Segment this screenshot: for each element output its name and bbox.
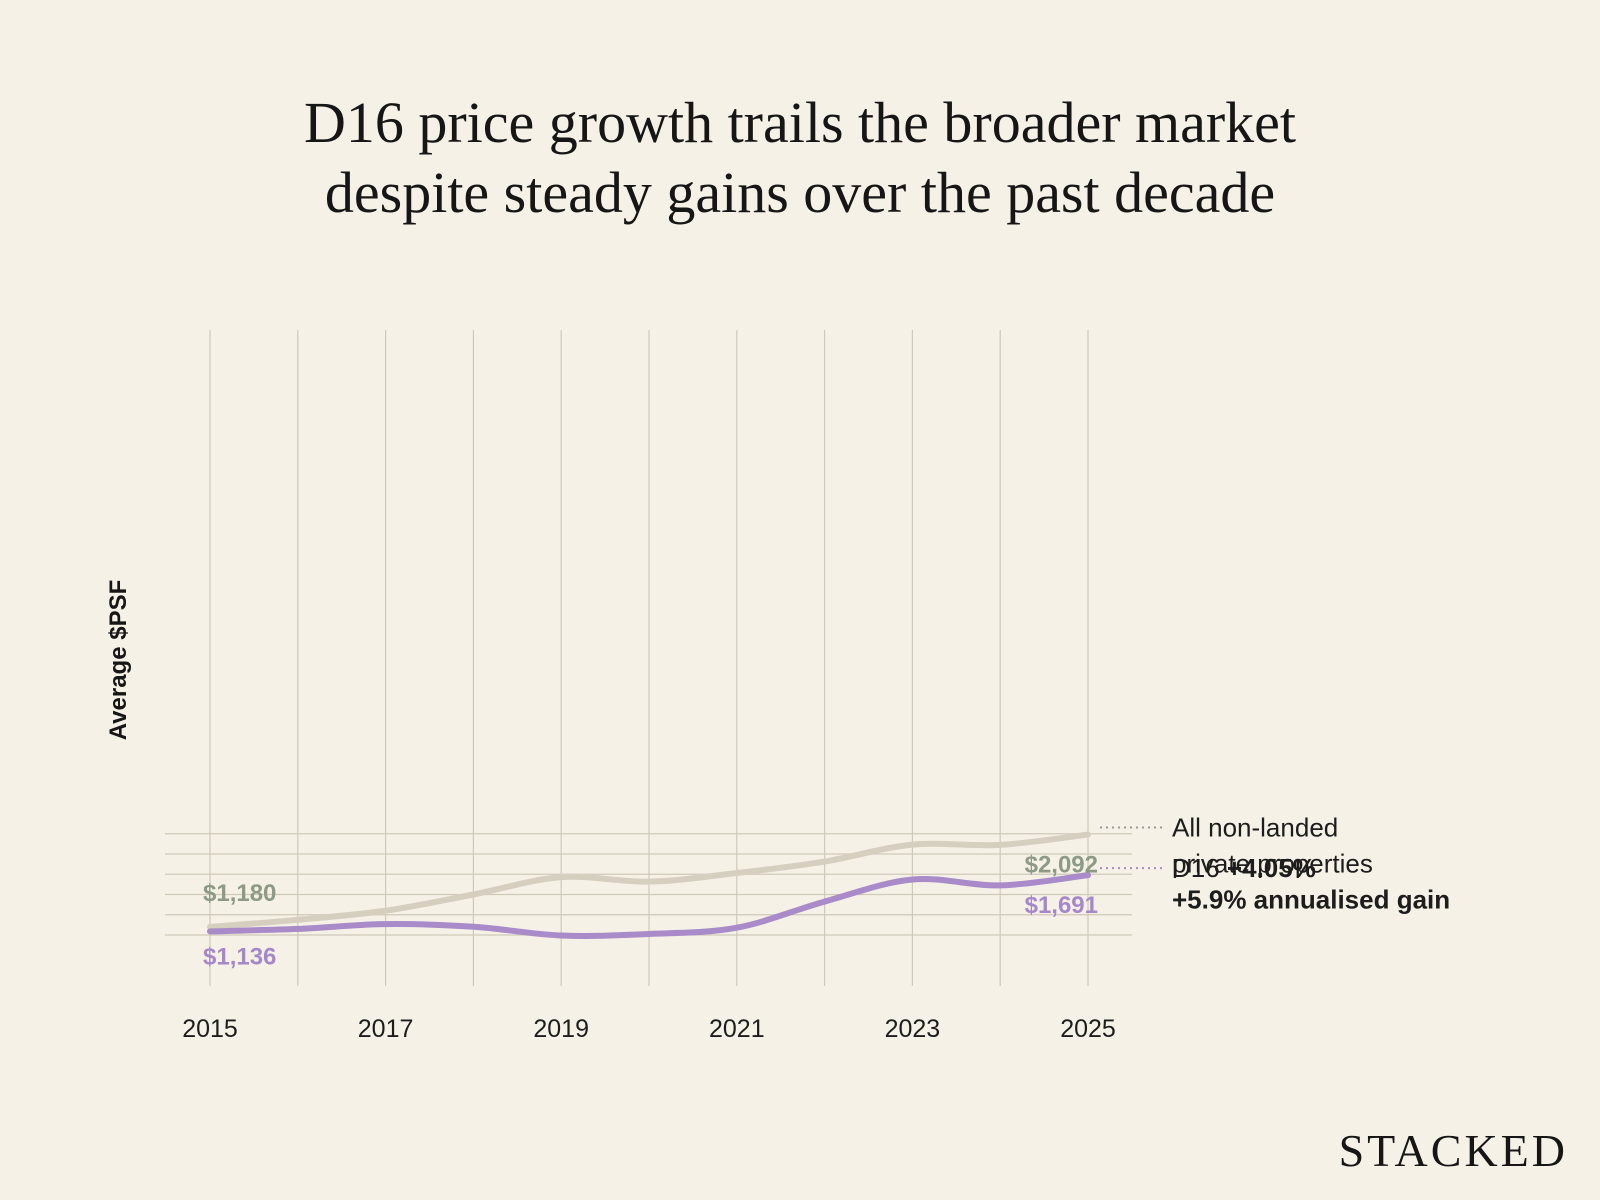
x-tick-label: 2021 [709,1015,765,1043]
series-lines [207,831,1091,939]
data-label-end-market: $2,092 [1025,852,1098,879]
legend-text-market: All non-landed [1172,813,1338,843]
title-line-1: D16 price growth trails the broader mark… [303,90,1297,155]
x-tick-label: 2015 [182,1015,238,1043]
legend-text-market: private properties [1172,849,1373,879]
x-tick-label: 2025 [1060,1015,1116,1043]
data-label-end-d16: $1,691 [1025,892,1098,919]
legend-gain-market: +5.9% annualised gain [1172,885,1450,915]
series-line-market [207,831,1091,930]
legend: All non-landed private properties +5.9% an… [1100,813,1450,915]
chart-title: D16 price growth trails the broader mark… [0,88,1600,228]
x-tick-label: 2017 [358,1015,414,1043]
data-label-start-market: $1,180 [203,880,276,907]
title-line-2: despite steady gains over the past decad… [324,160,1276,225]
legend-gain-d16: +4.05% [1227,853,1316,883]
brand-logo: STACKED [1338,1125,1568,1176]
x-tick-label: 2023 [885,1015,941,1043]
data-label-start-d16: $1,136 [203,943,276,970]
y-axis-label: Average $PSF [105,580,132,741]
legend-text-d16: D16 +4.05% [1172,853,1316,883]
series-line-d16 [207,872,1091,939]
x-tick-label: 2019 [533,1015,589,1043]
x-axis-ticks: 2015 2017 2019 2021 2023 2025 [182,1015,1116,1043]
data-labels: $1,180 $2,092 $1,136 $1,691 [203,852,1098,971]
legend-series-name: D16 [1172,853,1227,883]
